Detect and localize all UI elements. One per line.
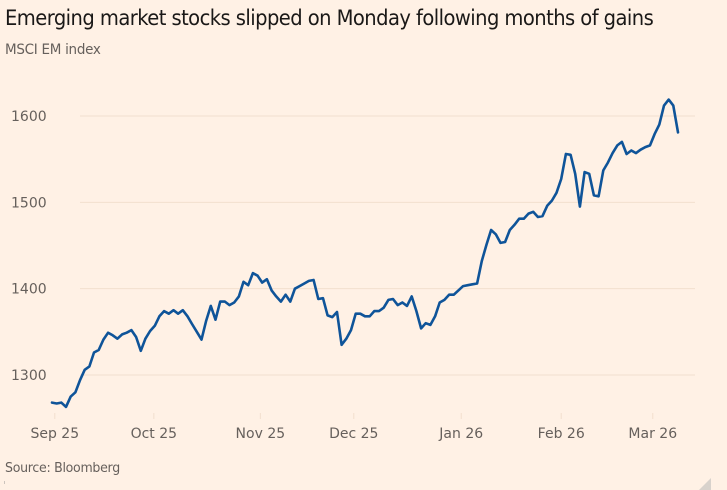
- series-line-msci-em: [50, 98, 680, 409]
- series-layer: [50, 98, 680, 409]
- x-tick-label: Sep 25: [30, 426, 79, 442]
- y-tick-label: 1500: [11, 195, 47, 211]
- source-note: Source: Bloomberg: [5, 460, 120, 476]
- x-tick-label: Nov 25: [236, 426, 286, 442]
- y-tick-label: 1300: [11, 368, 47, 384]
- x-tick-label: Mar 26: [628, 426, 677, 442]
- x-tick-label: Feb 26: [538, 426, 585, 442]
- x-axis: Sep 25 Oct 25 Nov 25 Dec 25 Jan 26 Feb 26 Mar …: [30, 413, 677, 442]
- footer-mark: [4, 481, 5, 484]
- x-tick-label: Jan 26: [438, 426, 483, 442]
- y-tick-label: 1400: [11, 282, 47, 298]
- y-axis: 1300 1400 1500 1600: [11, 109, 47, 384]
- y-tick-label: 1600: [11, 109, 47, 125]
- chart-title: Emerging market stocks slipped on Monday…: [5, 6, 654, 30]
- x-tick-label: Dec 25: [329, 426, 378, 442]
- chart-subtitle: MSCI EM index: [5, 42, 101, 58]
- x-tick-label: Oct 25: [131, 426, 177, 442]
- resize-corner-icon: [699, 478, 711, 490]
- gridlines: [80, 115, 695, 376]
